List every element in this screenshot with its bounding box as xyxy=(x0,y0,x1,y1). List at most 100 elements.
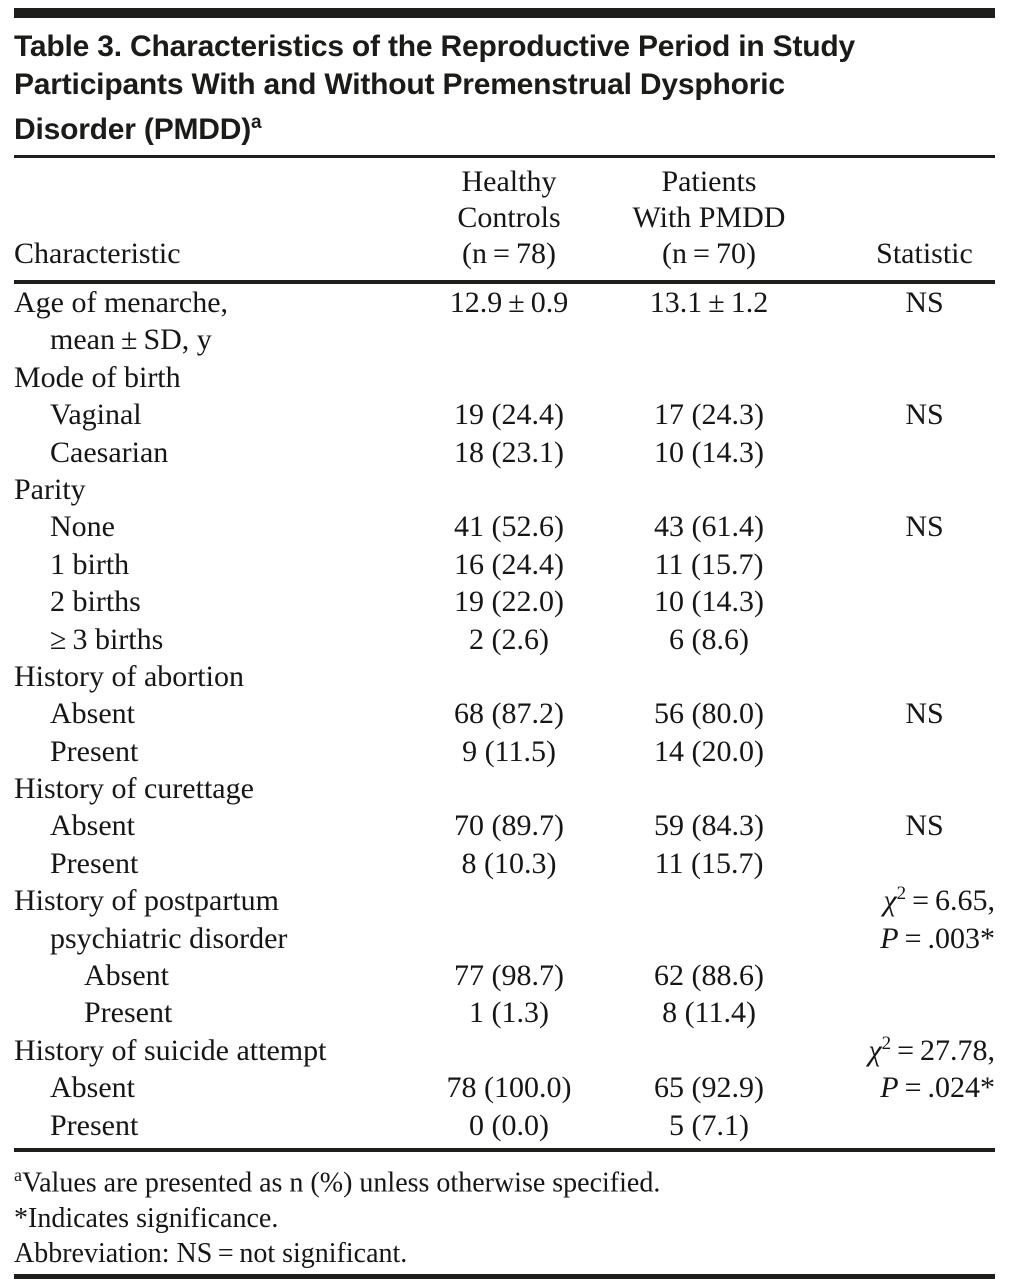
patients-pmdd-value xyxy=(604,658,814,695)
p-symbol: P xyxy=(880,921,899,955)
footnote-line: aValues are presented as n (%) unless ot… xyxy=(14,1164,661,1199)
statistic-value xyxy=(814,546,995,583)
table-row: Present 9 (11.5) 14 (20.0) xyxy=(14,733,995,770)
footnote-line: *Indicates significance. xyxy=(14,1202,279,1234)
healthy-controls-value: 0 (0.0) xyxy=(469,1108,549,1142)
healthy-controls-value xyxy=(414,471,604,508)
healthy-controls-value xyxy=(414,770,604,807)
characteristic-label: Absent xyxy=(50,809,135,843)
table-row: Parity xyxy=(14,471,995,508)
patients-pmdd-value xyxy=(604,882,814,919)
healthy-controls-value xyxy=(414,658,604,695)
patients-pmdd-value xyxy=(604,471,814,508)
characteristic-label: History of suicide attempt xyxy=(14,1033,327,1067)
statistic-value xyxy=(814,471,995,508)
table-body: Age of menarche, 12.9 ± 0.9 13.1 ± 1.2 NS me… xyxy=(14,284,995,1144)
header-statistic: Statistic xyxy=(876,237,973,270)
table-row: Absent 78 (100.0) 65 (92.9) P = .024* xyxy=(14,1069,995,1106)
patients-pmdd-value: 10 (14.3) xyxy=(654,435,764,469)
table-row: None 41 (52.6) 43 (61.4) NS xyxy=(14,508,995,545)
characteristic-label: Absent xyxy=(50,697,135,731)
statistic-value xyxy=(814,770,995,807)
healthy-controls-value xyxy=(414,321,604,358)
table-row: mean ± SD, y xyxy=(14,321,995,358)
table-row: Present 0 (0.0) 5 (7.1) xyxy=(14,1107,995,1144)
healthy-controls-value: 70 (89.7) xyxy=(454,809,564,843)
table-row: History of suicide attempt χ2 = 27.78, xyxy=(14,1032,995,1069)
p-symbol: P xyxy=(880,1071,899,1105)
statistic-value: P = .003* xyxy=(880,921,995,955)
header-patients-pmdd-line: (n = 70) xyxy=(662,237,756,270)
header-patients-pmdd-line: With PMDD xyxy=(632,201,786,234)
chi-symbol: χ xyxy=(883,884,897,918)
characteristic-label: Absent xyxy=(84,959,169,993)
table-row: History of curettage xyxy=(14,770,995,807)
patients-pmdd-value: 43 (61.4) xyxy=(654,510,764,544)
characteristic-label: History of abortion xyxy=(14,659,244,693)
patients-pmdd-value xyxy=(604,359,814,396)
chi-superscript: 2 xyxy=(896,883,907,905)
chi-symbol: χ xyxy=(868,1033,882,1067)
statistic-value xyxy=(814,845,995,882)
table-row: ≥ 3 births 2 (2.6) 6 (8.6) xyxy=(14,621,995,658)
table-row: Present 1 (1.3) 8 (11.4) xyxy=(14,994,995,1031)
footnote-line: Abbreviation: NS = not significant. xyxy=(14,1238,408,1270)
characteristic-label: Present xyxy=(50,734,139,768)
statistic-value: NS xyxy=(905,286,944,319)
patients-pmdd-value: 10 (14.3) xyxy=(654,585,764,619)
patients-pmdd-value: 8 (11.4) xyxy=(662,996,756,1030)
characteristic-label: Mode of birth xyxy=(14,360,181,394)
statistic-value: NS xyxy=(905,510,944,544)
healthy-controls-value: 77 (98.7) xyxy=(454,959,564,993)
characteristic-label: Age of menarche, xyxy=(14,286,229,319)
header-healthy-controls-line: Controls xyxy=(457,201,561,234)
title-rule xyxy=(14,155,995,158)
patients-pmdd-value: 13.1 ± 1.2 xyxy=(649,286,769,319)
statistic-value xyxy=(814,359,995,396)
patients-pmdd-value xyxy=(604,920,814,957)
patients-pmdd-value: 5 (7.1) xyxy=(669,1108,749,1142)
characteristic-label: Vaginal xyxy=(50,398,142,432)
table-row: Mode of birth xyxy=(14,359,995,396)
healthy-controls-value xyxy=(414,359,604,396)
healthy-controls-value xyxy=(414,882,604,919)
patients-pmdd-value: 14 (20.0) xyxy=(654,734,764,768)
characteristic-label: 2 births xyxy=(50,585,141,619)
statistic-value xyxy=(814,994,995,1031)
characteristic-label: 1 birth xyxy=(50,547,130,581)
healthy-controls-value: 68 (87.2) xyxy=(454,697,564,731)
statistic-value: χ2 = 27.78, xyxy=(868,1032,995,1067)
statistic-value xyxy=(814,583,995,620)
table-row: Vaginal 19 (24.4) 17 (24.3) NS xyxy=(14,396,995,433)
table-title: Table 3. Characteristics of the Reproduc… xyxy=(14,28,995,149)
header-patients-pmdd: Patients With PMDD (n = 70) xyxy=(604,164,814,272)
statistic-value xyxy=(814,957,995,994)
header-healthy-controls-line: (n = 78) xyxy=(462,237,556,270)
characteristic-label: Present xyxy=(50,846,139,880)
statistic-value xyxy=(814,1107,995,1144)
table-row: Absent 68 (87.2) 56 (80.0) NS xyxy=(14,695,995,732)
statistic-value xyxy=(814,434,995,471)
patients-pmdd-value xyxy=(604,321,814,358)
characteristic-label: psychiatric disorder xyxy=(50,921,288,955)
healthy-controls-value: 1 (1.3) xyxy=(469,996,549,1030)
header-healthy-controls-line: Healthy xyxy=(461,165,557,198)
characteristic-label: Present xyxy=(50,1108,139,1142)
characteristic-label: Parity xyxy=(14,472,86,506)
statistic-value xyxy=(814,658,995,695)
patients-pmdd-value: 65 (92.9) xyxy=(654,1071,764,1105)
characteristic-label: None xyxy=(50,510,115,544)
statistic-value xyxy=(814,321,995,358)
table-row: Absent 70 (89.7) 59 (84.3) NS xyxy=(14,807,995,844)
patients-pmdd-value: 59 (84.3) xyxy=(654,809,764,843)
healthy-controls-value: 78 (100.0) xyxy=(446,1071,572,1105)
healthy-controls-value: 16 (24.4) xyxy=(454,547,564,581)
healthy-controls-value: 19 (24.4) xyxy=(454,398,564,432)
characteristic-label: History of postpartum xyxy=(14,884,279,918)
chi-superscript: 2 xyxy=(881,1032,892,1054)
table-row: History of postpartum χ2 = 6.65, xyxy=(14,882,995,919)
patients-pmdd-value: 62 (88.6) xyxy=(654,959,764,993)
table-row: 2 births 19 (22.0) 10 (14.3) xyxy=(14,583,995,620)
table-title-line: Disorder (PMDD)a xyxy=(14,104,995,149)
